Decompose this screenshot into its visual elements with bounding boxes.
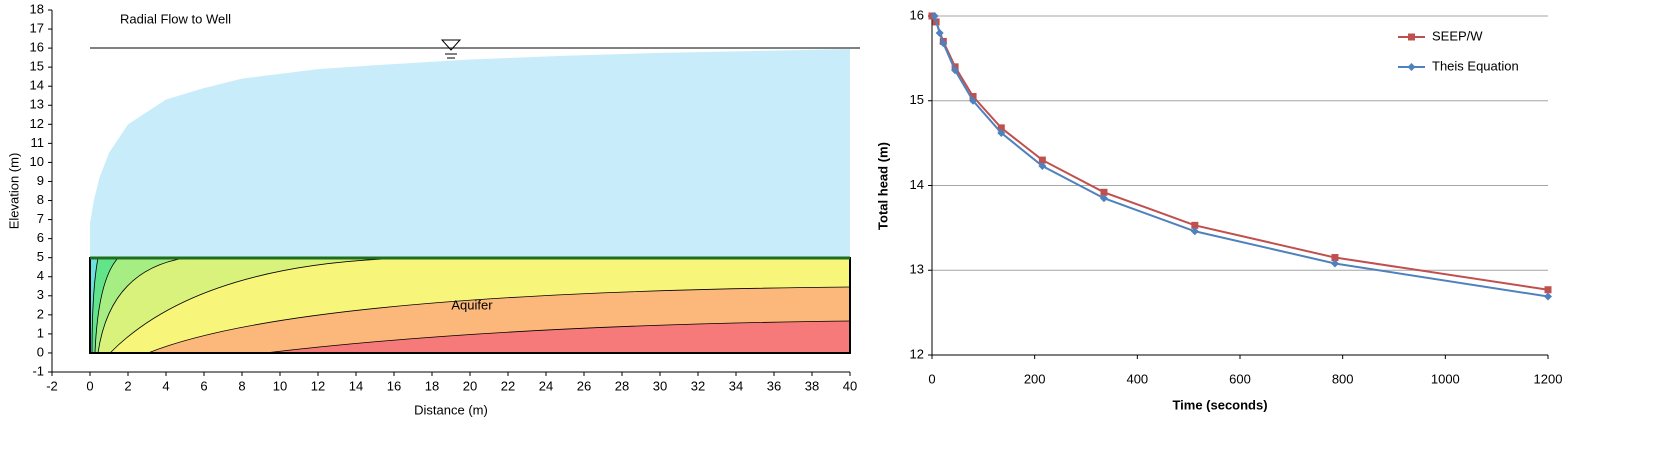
- x-tick-label: 36: [767, 378, 781, 393]
- marker: [951, 66, 960, 75]
- x-tick-label: 30: [653, 378, 667, 393]
- y-tick-label: 14: [30, 78, 44, 93]
- y-tick-label: 15: [30, 59, 44, 74]
- marker: [1190, 227, 1199, 236]
- marker: [1331, 254, 1339, 262]
- y-tick-label: 4: [37, 268, 44, 283]
- x-tick-label: 800: [1332, 371, 1354, 386]
- marker: [935, 28, 944, 37]
- marker: [1100, 188, 1108, 196]
- aquifer-band: [265, 321, 850, 353]
- marker: [969, 96, 978, 105]
- y-tick-label: 16: [30, 40, 44, 55]
- y-tick-label: 12: [910, 346, 924, 361]
- y-tick-label: 18: [30, 1, 44, 16]
- series-line: [931, 15, 1549, 291]
- water-symbol: [440, 39, 462, 59]
- y-axis-label: Total head (m): [875, 142, 890, 230]
- x-tick-label: 2: [124, 378, 131, 393]
- y-axis-label: Elevation (m): [6, 153, 21, 230]
- marker: [997, 128, 1006, 137]
- x-axis-label: Time (seconds): [1172, 397, 1267, 412]
- contour: [94, 257, 119, 354]
- y-tick-label: 13: [910, 262, 924, 277]
- contour: [91, 257, 99, 354]
- x-tick-label: 1000: [1431, 371, 1460, 386]
- annotation: Aquifer: [451, 297, 493, 312]
- y-tick-label: 0: [37, 344, 44, 359]
- x-tick-label: 22: [501, 378, 515, 393]
- x-tick-label: 32: [691, 378, 705, 393]
- legend-marker: [1407, 63, 1416, 71]
- x-tick-label: 24: [539, 378, 553, 393]
- marker: [930, 12, 939, 20]
- marker: [969, 93, 977, 101]
- y-tick-label: 12: [30, 116, 44, 131]
- contour: [264, 320, 851, 354]
- y-tick-label: 11: [31, 135, 45, 150]
- marker: [1330, 259, 1339, 268]
- x-tick-label: 12: [311, 378, 325, 393]
- x-tick-label: 4: [162, 378, 169, 393]
- y-tick-label: 13: [30, 97, 44, 112]
- x-tick-label: 26: [577, 378, 591, 393]
- x-axis-label: Distance (m): [414, 402, 488, 417]
- y-tick-label: 9: [37, 173, 44, 188]
- x-tick-label: 0: [928, 371, 935, 386]
- y-tick-label: 16: [910, 7, 924, 22]
- marker: [1038, 156, 1046, 164]
- x-tick-label: 600: [1229, 371, 1251, 386]
- aquifer: [89, 256, 851, 354]
- x-tick-label: 6: [200, 378, 207, 393]
- marker: [939, 39, 948, 48]
- aquifer-band: [90, 258, 118, 353]
- x-tick-label: 28: [615, 378, 629, 393]
- x-tick-label: 200: [1024, 371, 1046, 386]
- y-tick-label: 14: [910, 177, 924, 192]
- x-tick-label: 20: [463, 378, 477, 393]
- marker: [1038, 162, 1047, 171]
- y-tick-label: 1: [37, 325, 44, 340]
- aquifer-band: [90, 258, 413, 353]
- x-tick-label: 18: [425, 378, 439, 393]
- y-tick-label: 10: [30, 154, 44, 169]
- x-tick-label: 40: [843, 378, 857, 393]
- y-tick-label: 3: [37, 287, 44, 302]
- legend-label: SEEP/W: [1432, 28, 1483, 43]
- aquifer-band: [90, 258, 850, 353]
- x-tick-label: 14: [349, 378, 363, 393]
- marker: [1099, 194, 1108, 203]
- x-tick-label: -2: [46, 378, 58, 393]
- y-tick-label: 2: [37, 306, 44, 321]
- marker: [997, 124, 1005, 132]
- contour: [147, 286, 851, 354]
- x-tick-label: 400: [1126, 371, 1148, 386]
- y-tick-label: 8: [37, 192, 44, 207]
- y-tick-label: 15: [910, 92, 924, 107]
- contour: [97, 257, 186, 354]
- y-tick-label: 7: [37, 211, 44, 226]
- marker: [1544, 286, 1552, 294]
- marker: [1544, 292, 1552, 301]
- aquifer-band: [90, 258, 185, 353]
- y-tick-label: 5: [37, 249, 44, 264]
- x-tick-label: 8: [238, 378, 245, 393]
- marker: [1191, 221, 1199, 229]
- x-tick-label: 10: [273, 378, 287, 393]
- x-tick-label: 1200: [1534, 371, 1563, 386]
- y-tick-label: 6: [37, 230, 44, 245]
- y-tick-label: -1: [32, 363, 44, 378]
- x-tick-label: 0: [86, 378, 93, 393]
- legend-label: Theis Equation: [1432, 58, 1519, 73]
- chart-title: Radial Flow to Well: [120, 11, 231, 26]
- y-tick-label: 17: [30, 20, 44, 35]
- x-tick-label: 16: [387, 378, 401, 393]
- legend-marker: [1408, 33, 1415, 41]
- x-tick-label: 38: [805, 378, 819, 393]
- contour: [109, 257, 414, 354]
- x-tick-label: 34: [729, 378, 743, 393]
